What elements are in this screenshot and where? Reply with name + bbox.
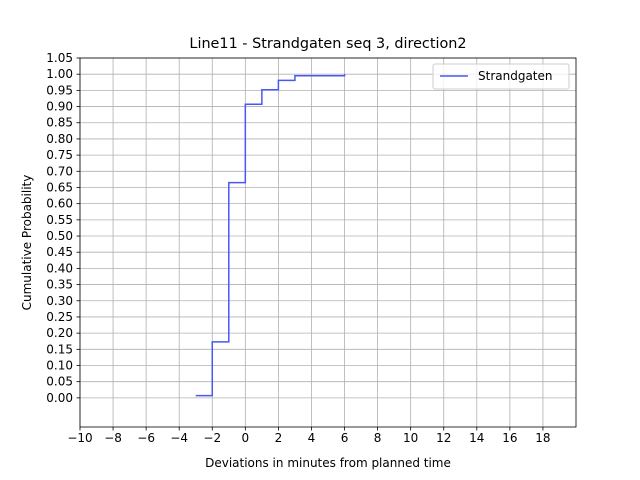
x-tick-label: 6: [341, 431, 349, 445]
y-tick-label: 0.60: [46, 197, 73, 211]
x-tick-label: −2: [203, 431, 221, 445]
y-axis-label: Cumulative Probability: [20, 175, 34, 311]
y-tick-label: 0.35: [46, 278, 73, 292]
legend-label: Strandgaten: [478, 69, 553, 83]
y-tick-label: 0.70: [46, 164, 73, 178]
y-tick-label: 0.30: [46, 294, 73, 308]
x-tick-label: 16: [502, 431, 517, 445]
y-tick-label: 0.20: [46, 326, 73, 340]
y-tick-label: 0.85: [46, 116, 73, 130]
x-tick-label: 18: [535, 431, 550, 445]
x-tick-label: 0: [242, 431, 250, 445]
series-line-strandgaten: [195, 74, 346, 397]
y-tick-label: 0.95: [46, 83, 73, 97]
y-tick-label: 0.10: [46, 359, 73, 373]
x-tick-label: −8: [104, 431, 122, 445]
legend-box: [432, 63, 570, 90]
y-tick-label: 0.05: [46, 375, 73, 389]
y-tick-label: 0.65: [46, 180, 73, 194]
x-tick-label: 4: [308, 431, 316, 445]
y-tick-label: 0.80: [46, 132, 73, 146]
y-tick-label: 1.00: [46, 67, 73, 81]
y-tick-label: 0.00: [46, 391, 73, 405]
chart-title: Line11 - Strandgaten seq 3, direction2: [189, 36, 466, 52]
y-tick-label: 0.90: [46, 100, 73, 114]
y-tick-label: 0.55: [46, 213, 73, 227]
x-tick-label: 2: [275, 431, 283, 445]
axes-frame: [79, 57, 577, 428]
x-tick-label: 12: [436, 431, 451, 445]
series-layer: [195, 74, 346, 397]
y-tick-label: 0.25: [46, 310, 73, 324]
y-tick-label: 0.40: [46, 261, 73, 275]
y-tick-label: 1.05: [46, 51, 73, 65]
x-tick-label: 14: [469, 431, 484, 445]
x-tick-label: −6: [137, 431, 155, 445]
x-axis-label: Deviations in minutes from planned time: [205, 456, 451, 470]
x-tick-label: 10: [403, 431, 418, 445]
x-tick-label: −10: [67, 431, 92, 445]
y-tick-label: 0.75: [46, 148, 73, 162]
x-tick-label: 8: [374, 431, 382, 445]
y-tick-label: 0.50: [46, 229, 73, 243]
x-tick-label: −4: [170, 431, 188, 445]
y-tick-label: 0.45: [46, 245, 73, 259]
legend: Strandgaten: [432, 63, 570, 90]
y-tick-label: 0.15: [46, 342, 73, 356]
ticks: −10 −8 −6 −4 −2 0 2 4 6 8 10 12 14 16 18 0.00 0.05 0.10 0.…: [46, 51, 550, 445]
